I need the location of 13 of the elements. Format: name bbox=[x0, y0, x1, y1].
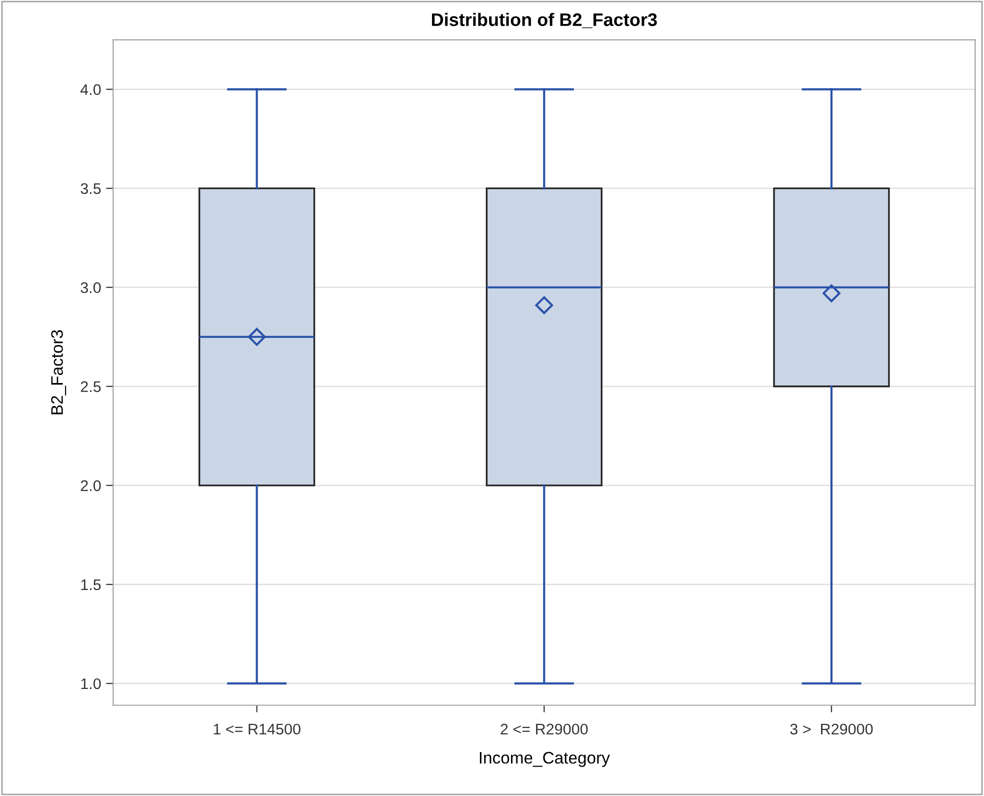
y-axis-title: B2_Factor3 bbox=[51, 330, 66, 414]
y-tick-label: 3.0 bbox=[80, 282, 101, 294]
y-tick-label: 2.0 bbox=[80, 480, 101, 492]
y-tick-label: 3.5 bbox=[80, 183, 101, 194]
x-axis-title: Income_Category bbox=[480, 752, 610, 767]
chart-title: Distribution of B2_Factor3 bbox=[432, 12, 657, 28]
y-tick-label: 1.0 bbox=[81, 678, 101, 690]
y-tick-label: 1.5 bbox=[81, 579, 101, 590]
x-tick-label: 2 <= R29000 bbox=[500, 724, 588, 735]
y-tick-label: 2.5 bbox=[80, 381, 101, 392]
y-tick-label: 4.0 bbox=[80, 84, 101, 95]
x-tick-label: 3 > R29000 bbox=[790, 724, 873, 735]
x-tick-label: 1 <= R14500 bbox=[214, 724, 300, 735]
